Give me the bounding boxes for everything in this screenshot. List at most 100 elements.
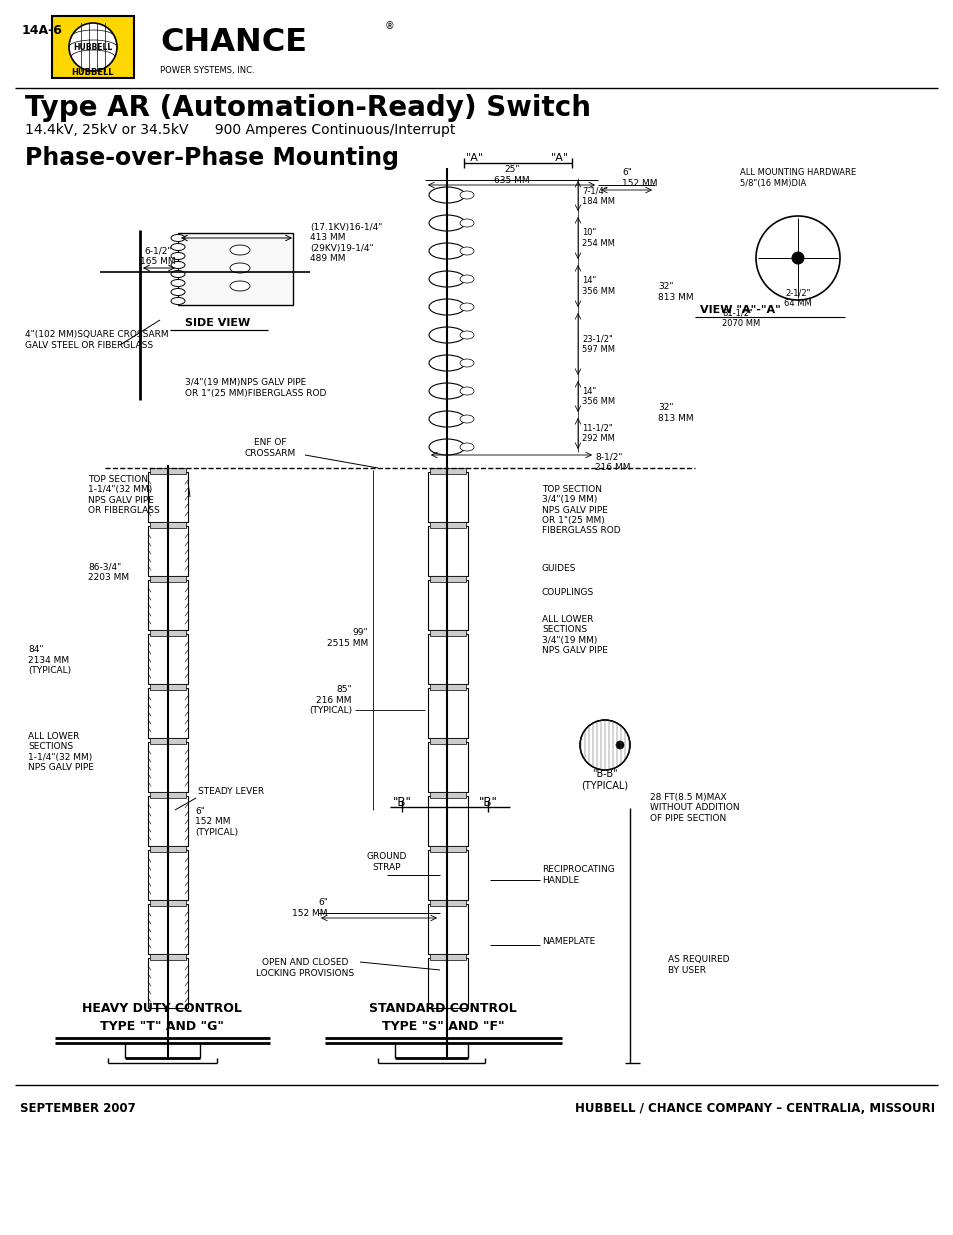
Bar [150,522,186,529]
Ellipse shape [429,243,464,259]
Bar [52,16,133,78]
Text: SIDE VIEW: SIDE VIEW [185,317,251,329]
Bar [148,850,188,900]
Text: 86-3/4"
2203 MM: 86-3/4" 2203 MM [88,562,129,582]
Ellipse shape [429,186,464,203]
Text: 10"
254 MM: 10" 254 MM [581,228,615,248]
Bar [150,792,186,798]
Text: 32"
813 MM: 32" 813 MM [658,283,693,301]
Text: VIEW "A"-"A": VIEW "A"-"A" [700,305,780,315]
Ellipse shape [171,289,185,295]
Text: TOP SECTION
1-1/4"(32 MM)
NPS GALV PIPE
OR FIBERGLASS: TOP SECTION 1-1/4"(32 MM) NPS GALV PIPE … [88,475,159,515]
Text: HEAVY DUTY CONTROL: HEAVY DUTY CONTROL [82,1002,242,1014]
Ellipse shape [459,191,474,199]
Bar [430,792,465,798]
Text: AS REQUIRED
BY USER: AS REQUIRED BY USER [667,956,729,974]
Text: COUPLINGS: COUPLINGS [541,588,594,597]
Ellipse shape [459,247,474,254]
Bar [150,900,186,906]
Bar [430,576,465,582]
Text: 2-1/2"
64 MM: 2-1/2" 64 MM [783,288,811,308]
Text: SEPTEMBER 2007: SEPTEMBER 2007 [20,1102,135,1114]
Ellipse shape [429,327,464,343]
Text: (17.1KV)16-1/4"
413 MM
(29KV)19-1/4"
489 MM: (17.1KV)16-1/4" 413 MM (29KV)19-1/4" 489… [310,222,382,263]
Text: 8-1/2"
216 MM: 8-1/2" 216 MM [595,452,630,472]
Ellipse shape [171,270,185,278]
Text: TYPE "T" AND "G": TYPE "T" AND "G" [100,1020,224,1034]
Text: GROUND
STRAP: GROUND STRAP [366,852,407,872]
Text: 32"
813 MM: 32" 813 MM [658,404,693,422]
Text: 28 FT(8.5 M)MAX
WITHOUT ADDITION
OF PIPE SECTION: 28 FT(8.5 M)MAX WITHOUT ADDITION OF PIPE… [649,793,739,823]
Bar [428,958,468,1008]
Ellipse shape [459,415,474,424]
Text: HUBBELL: HUBBELL [73,42,112,52]
Ellipse shape [230,263,250,273]
Bar [150,630,186,636]
Bar [430,630,465,636]
Text: 4"(102 MM)SQUARE CROSSARM
GALV STEEL OR FIBERGLASS: 4"(102 MM)SQUARE CROSSARM GALV STEEL OR … [25,330,169,350]
Text: 6"
152 MM: 6" 152 MM [621,168,657,188]
Bar [148,472,188,522]
Ellipse shape [459,387,474,395]
Text: 6"
152 MM
(TYPICAL): 6" 152 MM (TYPICAL) [194,808,238,837]
Ellipse shape [171,252,185,259]
Bar [150,684,186,690]
Text: RECIPROCATING
HANDLE: RECIPROCATING HANDLE [541,866,614,884]
Bar [428,580,468,630]
Text: "A": "A" [465,153,483,163]
Ellipse shape [459,331,474,338]
Text: 11-1/2"
292 MM: 11-1/2" 292 MM [581,424,615,443]
Bar [148,742,188,792]
Ellipse shape [429,354,464,370]
Text: 81-1/2"
2070 MM: 81-1/2" 2070 MM [721,309,760,327]
Bar [148,958,188,1008]
Text: "A": "A" [551,153,569,163]
Text: 85"
216 MM
(TYPICAL): 85" 216 MM (TYPICAL) [309,685,352,715]
Text: 3/4"(19 MM)NPS GALV PIPE
OR 1"(25 MM)FIBERGLASS ROD: 3/4"(19 MM)NPS GALV PIPE OR 1"(25 MM)FIB… [185,378,326,398]
Bar [430,739,465,743]
Ellipse shape [171,243,185,251]
Bar [150,846,186,852]
Bar [150,953,186,960]
Bar [430,900,465,906]
Text: 14.4kV, 25kV or 34.5kV      900 Amperes Continuous/Interrupt: 14.4kV, 25kV or 34.5kV 900 Amperes Conti… [25,124,455,137]
Bar [148,634,188,684]
Ellipse shape [171,235,185,242]
Text: 99"
2515 MM: 99" 2515 MM [327,629,368,647]
Bar [428,634,468,684]
Bar [150,576,186,582]
Circle shape [791,252,803,264]
Ellipse shape [171,298,185,305]
Ellipse shape [459,303,474,311]
Ellipse shape [230,282,250,291]
Text: 7-1/4"
184 MM: 7-1/4" 184 MM [581,186,615,206]
Text: TYPE "S" AND "F": TYPE "S" AND "F" [381,1020,504,1034]
Ellipse shape [459,275,474,283]
Bar [428,472,468,522]
Text: 6-1/2"
165 MM: 6-1/2" 165 MM [140,246,175,266]
Text: ENF OF
CROSSARM: ENF OF CROSSARM [244,438,295,458]
Text: Type AR (Automation-Ready) Switch: Type AR (Automation-Ready) Switch [25,94,590,122]
Ellipse shape [429,411,464,427]
Ellipse shape [429,299,464,315]
Bar [178,233,293,305]
Bar [430,522,465,529]
Text: ALL LOWER
SECTIONS
1-1/4"(32 MM)
NPS GALV PIPE: ALL LOWER SECTIONS 1-1/4"(32 MM) NPS GAL… [28,732,93,772]
Bar [148,904,188,953]
Text: ALL MOUNTING HARDWARE
5/8"(16 MM)DIA: ALL MOUNTING HARDWARE 5/8"(16 MM)DIA [740,168,855,188]
Text: 14A-6: 14A-6 [22,23,63,37]
Text: Phase-over-Phase Mounting: Phase-over-Phase Mounting [25,146,398,170]
Ellipse shape [429,270,464,287]
Ellipse shape [459,359,474,367]
Bar [430,468,465,474]
Bar [428,904,468,953]
Text: 14"
356 MM: 14" 356 MM [581,387,615,406]
Ellipse shape [171,279,185,287]
Bar [148,688,188,739]
Bar [428,688,468,739]
Text: ®: ® [385,21,395,31]
Text: POWER SYSTEMS, INC.: POWER SYSTEMS, INC. [160,65,254,74]
Bar [428,797,468,846]
Text: TOP SECTION
3/4"(19 MM)
NPS GALV PIPE
OR 1"(25 MM)
FIBERGLASS ROD: TOP SECTION 3/4"(19 MM) NPS GALV PIPE OR… [541,484,620,535]
Text: ALL LOWER
SECTIONS
3/4"(19 MM)
NPS GALV PIPE: ALL LOWER SECTIONS 3/4"(19 MM) NPS GALV … [541,615,607,655]
